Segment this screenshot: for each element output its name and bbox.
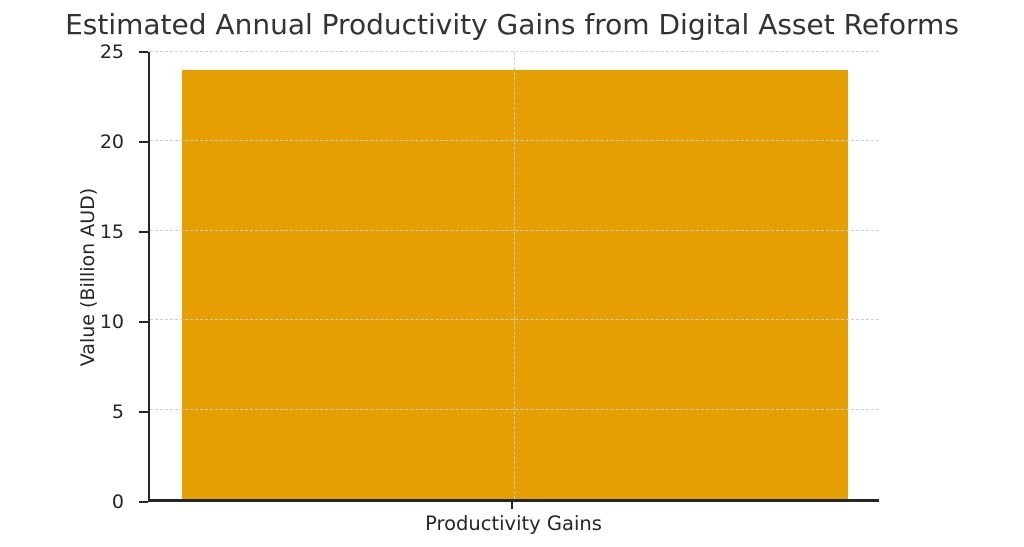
- y-tick-label: 10: [99, 311, 124, 333]
- y-tick-label: 5: [111, 401, 124, 423]
- y-tick-mark: [139, 501, 148, 503]
- x-tick-mark: [511, 501, 513, 509]
- bar-productivity-gains: [181, 69, 848, 499]
- y-tick-mark: [139, 411, 148, 413]
- y-tick-mark: [139, 231, 148, 233]
- y-axis: 0 5 10 15 20 25: [0, 41, 148, 513]
- y-tick-label: 20: [99, 131, 124, 153]
- x-tick-label: Productivity Gains: [425, 512, 602, 535]
- y-tick-label: 0: [111, 491, 124, 513]
- horizontal-gridline: [150, 51, 879, 52]
- y-tick-mark: [139, 141, 148, 143]
- chart-title: Estimated Annual Productivity Gains from…: [65, 8, 959, 41]
- plot-area: [148, 51, 879, 502]
- y-tick-label: 25: [99, 41, 124, 63]
- y-tick-mark: [139, 51, 148, 53]
- y-tick-mark: [139, 321, 148, 323]
- y-tick-label: 15: [99, 221, 124, 243]
